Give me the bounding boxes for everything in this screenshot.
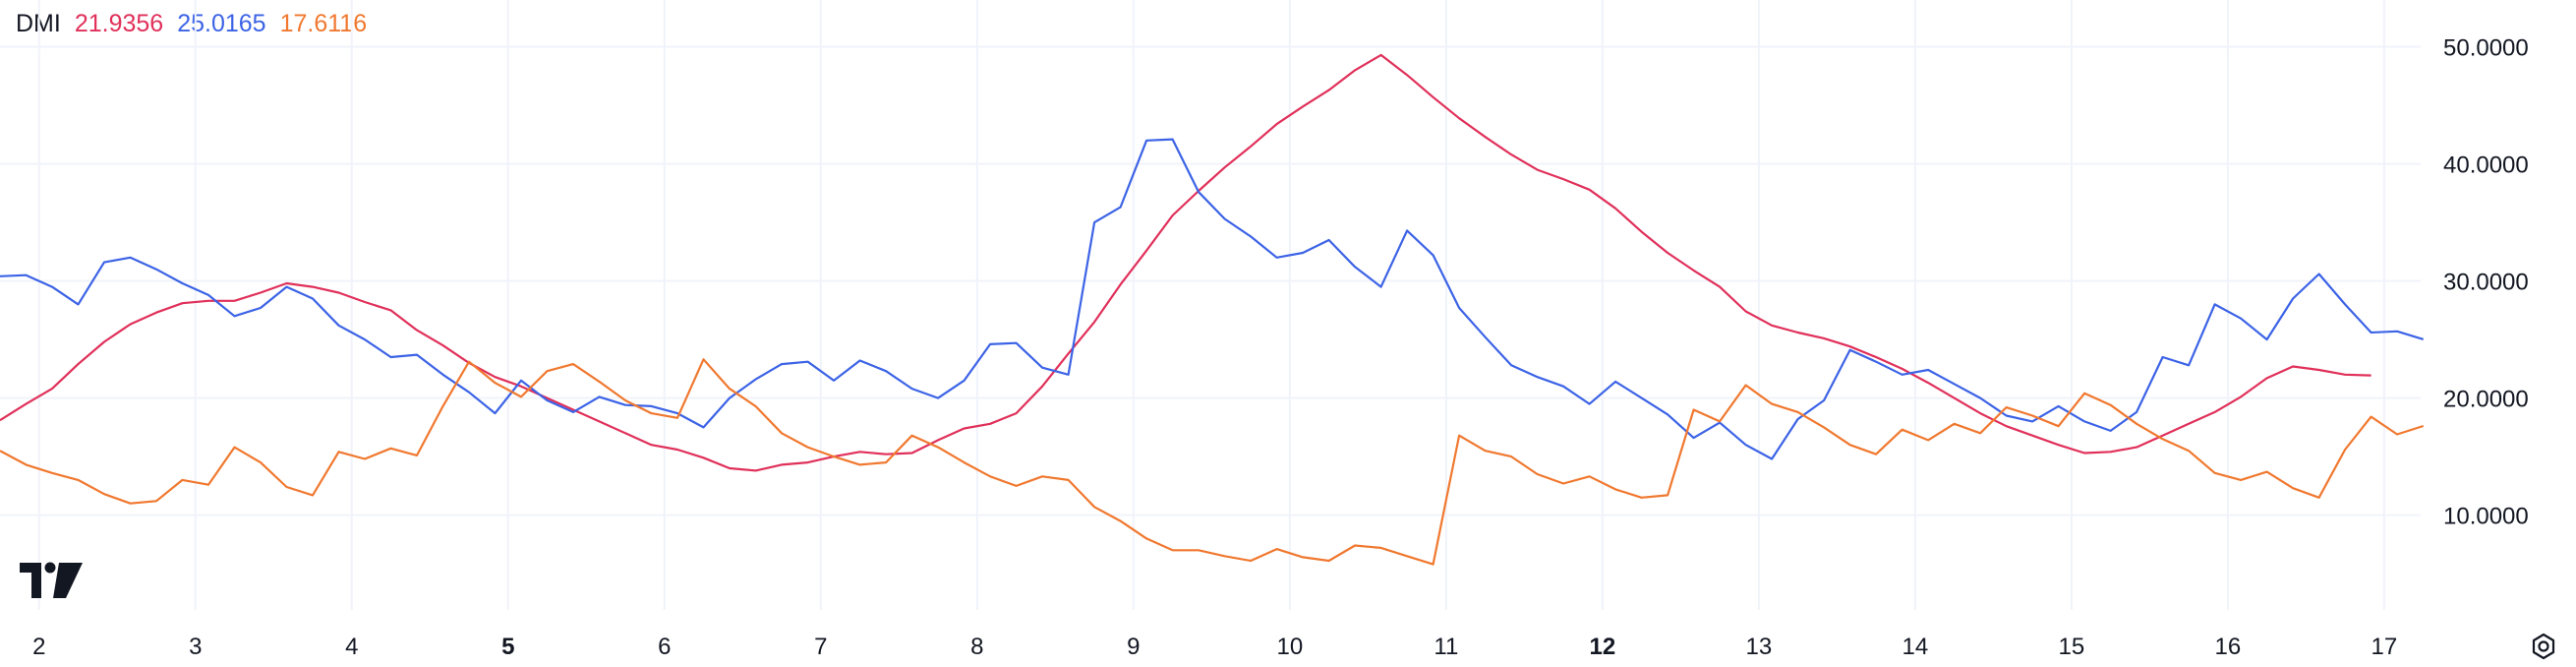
x-tick-label: 10 (1276, 634, 1303, 660)
x-tick-label: 17 (2371, 634, 2398, 660)
x-tick-label: 11 (1434, 634, 1458, 660)
x-tick-label: 14 (1903, 634, 1929, 660)
x-tick-label: 16 (2215, 634, 2242, 660)
x-tick-label: 8 (970, 634, 983, 660)
x-tick-label: 4 (345, 634, 358, 660)
adx-value: 21.9356 (74, 10, 164, 37)
x-tick-label: 6 (658, 634, 671, 660)
y-tick-label: 10.0000 (2443, 504, 2529, 530)
grid-lines (0, 0, 2421, 610)
plus-di-value: 25.0165 (177, 10, 266, 37)
y-tick-label: 30.0000 (2443, 270, 2529, 296)
adx-line[interactable] (0, 53, 2371, 472)
x-axis: 2 3 4 5 6 7 8 9 10 11 12 13 14 15 16 17 (32, 634, 2397, 660)
x-tick-label: 12 (1589, 634, 1615, 660)
x-tick-label: 2 (32, 634, 45, 660)
y-axis: 10.0000 20.0000 30.0000 40.0000 50.0000 (2443, 35, 2529, 530)
y-tick-label: 20.0000 (2443, 387, 2529, 413)
y-tick-label: 40.0000 (2443, 152, 2529, 179)
settings-gear-icon[interactable] (2529, 632, 2558, 661)
x-tick-label: 13 (1746, 634, 1773, 660)
plus-di-line[interactable] (0, 138, 2425, 460)
minus-di-line[interactable] (0, 358, 2425, 566)
x-tick-label: 7 (814, 634, 827, 660)
x-tick-label: 9 (1127, 634, 1140, 660)
series-lines (0, 53, 2425, 566)
x-tick-label: 3 (189, 634, 202, 660)
x-tick-label: 5 (501, 634, 514, 660)
y-tick-label: 50.0000 (2443, 35, 2529, 62)
x-tick-label: 15 (2059, 634, 2085, 660)
tradingview-logo-icon[interactable] (20, 561, 83, 600)
